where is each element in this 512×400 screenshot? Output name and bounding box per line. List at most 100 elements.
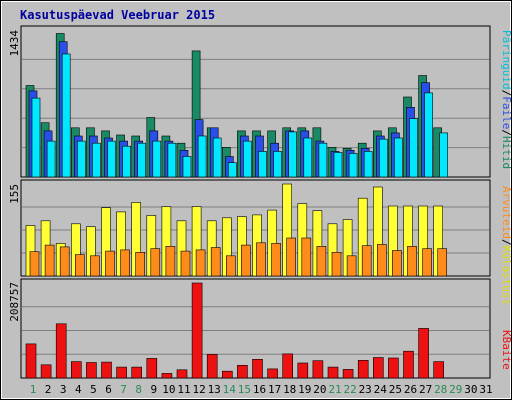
bar-pages-day-15 [243, 140, 252, 178]
bar-kbytes-day-1 [25, 343, 37, 379]
bar-sites-day-10 [165, 246, 176, 277]
bar-sites-day-6 [105, 250, 115, 277]
bar-kbytes-day-12 [191, 282, 203, 379]
bar-kbytes-day-13 [206, 353, 218, 379]
panel-bottom-legend: KBaite [500, 330, 512, 370]
bar-sites-day-22 [346, 255, 357, 277]
day-label-13: 13 [208, 383, 221, 396]
day-label-23: 23 [359, 383, 372, 396]
bar-pages-day-12 [197, 135, 207, 178]
day-label-25: 25 [389, 383, 402, 396]
bar-pages-day-1 [31, 97, 41, 178]
day-label-4: 4 [75, 383, 82, 396]
bar-kbytes-day-9 [146, 358, 158, 379]
day-label-10: 10 [162, 383, 175, 396]
bar-pages-day-13 [212, 137, 222, 178]
bar-kbytes-day-15 [237, 364, 248, 379]
day-label-15: 15 [238, 383, 251, 396]
day-label-28: 28 [434, 383, 447, 396]
bar-kbytes-day-10 [161, 373, 173, 379]
legend-sites: Arvuteid [500, 186, 512, 239]
bar-pages-day-20 [318, 142, 328, 178]
bar-pages-day-4 [77, 140, 86, 178]
bar-pages-day-22 [348, 153, 358, 178]
day-label-2: 2 [45, 383, 52, 396]
legend-hits: Hitid [500, 136, 512, 169]
day-label-27: 27 [419, 383, 432, 396]
panel-bottom-max-label: 208757 [8, 282, 21, 322]
bar-pages-day-28 [439, 132, 449, 178]
bar-sites-day-3 [59, 246, 70, 277]
bar-sites-day-4 [75, 254, 85, 277]
panel-bottom: 208757 KBaite [8, 278, 512, 379]
day-label-6: 6 [105, 383, 112, 396]
day-label-26: 26 [404, 383, 417, 396]
bar-sites-day-24 [376, 244, 387, 277]
day-label-30: 30 [464, 383, 477, 396]
bar-pages-day-16 [258, 151, 267, 178]
bar-sites-day-25 [392, 250, 402, 277]
bar-sites-day-9 [150, 248, 161, 277]
bar-kbytes-day-4 [71, 361, 82, 379]
panel-middle-legend: Arvuteid/Külastusi [500, 186, 512, 305]
bar-pages-day-14 [228, 162, 237, 178]
bar-pages-day-3 [61, 53, 71, 178]
day-label-11: 11 [177, 383, 190, 396]
bar-pages-day-21 [333, 152, 343, 178]
day-label-16: 16 [253, 383, 266, 396]
bar-pages-day-24 [378, 138, 388, 178]
legend-files: Faile [500, 96, 512, 129]
bar-pages-day-17 [273, 151, 282, 178]
bar-sites-day-15 [241, 244, 251, 277]
bar-sites-day-12 [195, 249, 206, 277]
day-labels: 1 2 3 4 5 6 7 8 9 10 11 12 13 14 15 16 17 18 19 20 21 22 23 24 2… [30, 383, 493, 396]
bar-kbytes-day-3 [55, 323, 67, 379]
day-label-1: 1 [30, 383, 37, 396]
bar-sites-day-7 [120, 249, 130, 277]
legend-sep-2: / [500, 90, 512, 97]
bar-sites-day-1 [29, 251, 40, 277]
legend-sep-1: / [500, 129, 512, 136]
day-label-14: 14 [223, 383, 237, 396]
day-label-19: 19 [298, 383, 311, 396]
panel-middle-bars [25, 183, 448, 277]
bar-kbytes-day-19 [297, 362, 309, 379]
day-label-12: 12 [192, 383, 205, 396]
bar-sites-day-17 [271, 243, 281, 277]
day-label-5: 5 [90, 383, 97, 396]
bar-pages-day-10 [167, 142, 177, 178]
bar-sites-day-19 [301, 237, 312, 277]
day-label-21: 21 [328, 383, 341, 396]
chart-title: Kasutuspäevad Veebruar 2015 [20, 8, 215, 22]
bar-sites-day-26 [407, 246, 417, 277]
bar-sites-day-2 [44, 244, 55, 277]
day-label-20: 20 [313, 383, 326, 396]
legend-pages: Päringuid [500, 30, 512, 90]
day-label-29: 29 [449, 383, 462, 396]
bar-kbytes-day-7 [116, 366, 127, 379]
bar-kbytes-day-17 [267, 368, 278, 379]
bar-kbytes-day-21 [327, 366, 339, 379]
panel-bottom-bars [25, 282, 445, 379]
legend-kbytes: KBaite [500, 330, 512, 370]
bar-sites-day-11 [180, 250, 191, 277]
bar-sites-day-20 [316, 246, 327, 277]
panel-top: 1434 Päringuid/Faile/Hitid [8, 25, 512, 178]
bar-kbytes-day-14 [222, 370, 233, 379]
bar-kbytes-day-6 [101, 361, 112, 379]
panel-middle-max-label: 155 [8, 184, 21, 204]
panel-top-legend: Päringuid/Faile/Hitid [500, 30, 512, 169]
bar-sites-day-28 [437, 248, 448, 277]
bar-kbytes-day-11 [176, 369, 188, 379]
bar-kbytes-day-26 [403, 350, 414, 379]
day-label-7: 7 [120, 383, 127, 396]
bar-sites-day-5 [90, 255, 100, 277]
bar-kbytes-day-16 [252, 358, 263, 379]
bar-pages-day-6 [107, 140, 116, 178]
bar-pages-day-19 [303, 137, 313, 178]
panel-top-max-label: 1434 [8, 30, 21, 57]
day-label-31: 31 [479, 383, 492, 396]
day-label-8: 8 [135, 383, 142, 396]
bar-sites-day-13 [210, 247, 221, 277]
